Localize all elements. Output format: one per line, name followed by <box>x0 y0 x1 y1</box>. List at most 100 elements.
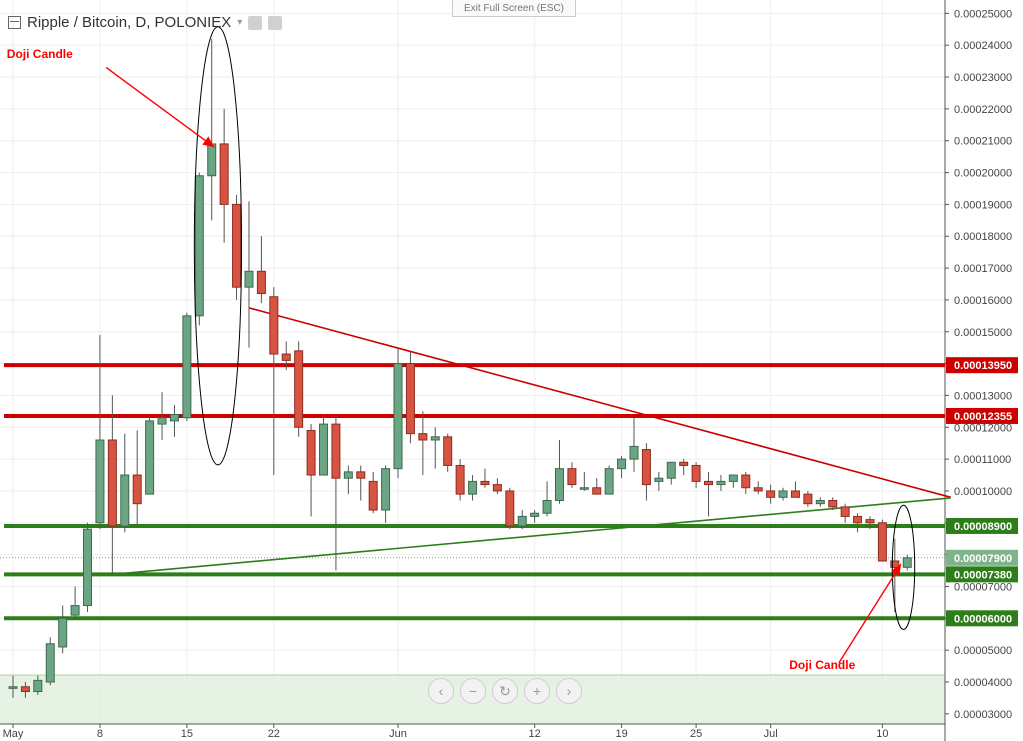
candle-body[interactable] <box>704 480 714 486</box>
candle-body[interactable] <box>207 143 217 177</box>
exit-fullscreen-button[interactable]: Exit Full Screen (ESC) <box>452 0 576 17</box>
candle-body[interactable] <box>554 468 564 501</box>
x-tick-label: May <box>3 728 24 740</box>
y-tick-label: 0.00016000 <box>954 295 1012 307</box>
candle-body[interactable] <box>145 420 155 495</box>
candle-body[interactable] <box>890 560 900 568</box>
candle-body[interactable] <box>766 490 776 498</box>
zoom-out-button[interactable]: − <box>460 678 486 704</box>
candle-body[interactable] <box>691 464 701 482</box>
candle-body[interactable] <box>45 643 55 683</box>
candle-body[interactable] <box>157 417 167 425</box>
candle-body[interactable] <box>803 493 813 505</box>
candle-body[interactable] <box>232 203 242 288</box>
doji-highlight-ellipse <box>891 504 916 630</box>
settings-icon[interactable] <box>248 15 263 30</box>
candle-body[interactable] <box>815 499 825 505</box>
candle-body[interactable] <box>530 512 540 517</box>
candle-body[interactable] <box>505 490 515 527</box>
candle-body[interactable] <box>579 487 589 490</box>
candle-body[interactable] <box>182 315 192 419</box>
candle-body[interactable] <box>629 445 639 460</box>
candle-body[interactable] <box>405 363 415 435</box>
candle-body[interactable] <box>728 474 738 482</box>
y-tick-label: 0.00018000 <box>954 231 1012 243</box>
chart-header: Ripple / Bitcoin, D, POLONIEX ▾ <box>8 14 283 31</box>
candle-body[interactable] <box>790 490 800 498</box>
candle-body[interactable] <box>33 679 43 693</box>
annotation-label: Doji Candle <box>7 47 73 61</box>
candle-body[interactable] <box>331 423 341 479</box>
doji-highlight-ellipse <box>193 26 243 466</box>
candle-body[interactable] <box>368 480 378 511</box>
resistance-price-label-bg <box>946 357 1018 374</box>
candle-body[interactable] <box>604 468 614 495</box>
candle-body[interactable] <box>269 296 279 355</box>
candle-body[interactable] <box>679 461 689 466</box>
candle-body[interactable] <box>455 464 465 495</box>
candle-body[interactable] <box>443 436 453 466</box>
collapse-icon[interactable] <box>8 16 21 29</box>
candle-body[interactable] <box>468 480 478 495</box>
candle-body[interactable] <box>356 471 366 479</box>
candle-body[interactable] <box>617 458 627 470</box>
y-tick-label: 0.00022000 <box>954 104 1012 116</box>
support-price-label: 0.00006000 <box>954 613 1012 625</box>
candle-body[interactable] <box>169 414 179 422</box>
candle-body[interactable] <box>654 477 664 482</box>
candle-body[interactable] <box>393 363 403 470</box>
candle-body[interactable] <box>294 350 304 428</box>
candle-body[interactable] <box>95 439 105 524</box>
candle-body[interactable] <box>666 461 676 479</box>
zoom-in-button[interactable]: + <box>524 678 550 704</box>
scroll-right-button[interactable]: › <box>556 678 582 704</box>
candle-body[interactable] <box>877 522 887 562</box>
candle-body[interactable] <box>319 423 328 476</box>
candle-body[interactable] <box>120 474 130 527</box>
candle-body[interactable] <box>281 353 291 361</box>
chevron-down-icon[interactable]: ▾ <box>237 17 243 28</box>
symbol-title[interactable]: Ripple / Bitcoin, D, POLONIEX <box>27 14 232 31</box>
candle-body[interactable] <box>219 143 229 205</box>
candle-body[interactable] <box>480 480 490 486</box>
candle-body[interactable] <box>430 436 440 441</box>
candle-body[interactable] <box>70 605 80 616</box>
candle-body[interactable] <box>716 480 726 486</box>
candle-body[interactable] <box>753 487 763 492</box>
candle-body[interactable] <box>20 686 30 693</box>
reset-zoom-button[interactable]: ↻ <box>492 678 518 704</box>
candle-body[interactable] <box>865 519 875 524</box>
x-tick-label: 25 <box>690 728 702 740</box>
scroll-left-button[interactable]: ‹ <box>428 678 454 704</box>
candle-body[interactable] <box>194 175 204 317</box>
candle-body[interactable] <box>8 686 18 689</box>
candle-body[interactable] <box>567 468 577 486</box>
candle-body[interactable] <box>542 499 552 514</box>
candle-body[interactable] <box>418 433 428 441</box>
candle-body[interactable] <box>853 515 863 524</box>
candle-body[interactable] <box>343 471 353 479</box>
candle-body[interactable] <box>778 490 788 498</box>
candle-body[interactable] <box>902 557 912 568</box>
candle-body[interactable] <box>828 499 838 508</box>
candle-body[interactable] <box>592 487 602 495</box>
candle-body[interactable] <box>840 506 850 517</box>
candle-body[interactable] <box>517 515 527 527</box>
candle-body[interactable] <box>741 474 751 489</box>
candle-body[interactable] <box>641 449 651 486</box>
y-tick-label: 0.00013000 <box>954 390 1012 402</box>
candle-body[interactable] <box>132 474 142 505</box>
y-tick-label: 0.00015000 <box>954 327 1012 339</box>
candle-body[interactable] <box>256 270 266 295</box>
candle-body[interactable] <box>107 439 117 527</box>
candle-body[interactable] <box>83 528 93 607</box>
annotation-arrow <box>838 563 902 664</box>
candle-body[interactable] <box>58 617 68 648</box>
resistance-price-label: 0.00013950 <box>954 360 1012 372</box>
candle-body[interactable] <box>244 270 254 288</box>
candle-body[interactable] <box>381 468 391 511</box>
indicators-icon[interactable] <box>268 15 283 30</box>
candle-body[interactable] <box>492 484 502 492</box>
candle-body[interactable] <box>306 429 316 476</box>
